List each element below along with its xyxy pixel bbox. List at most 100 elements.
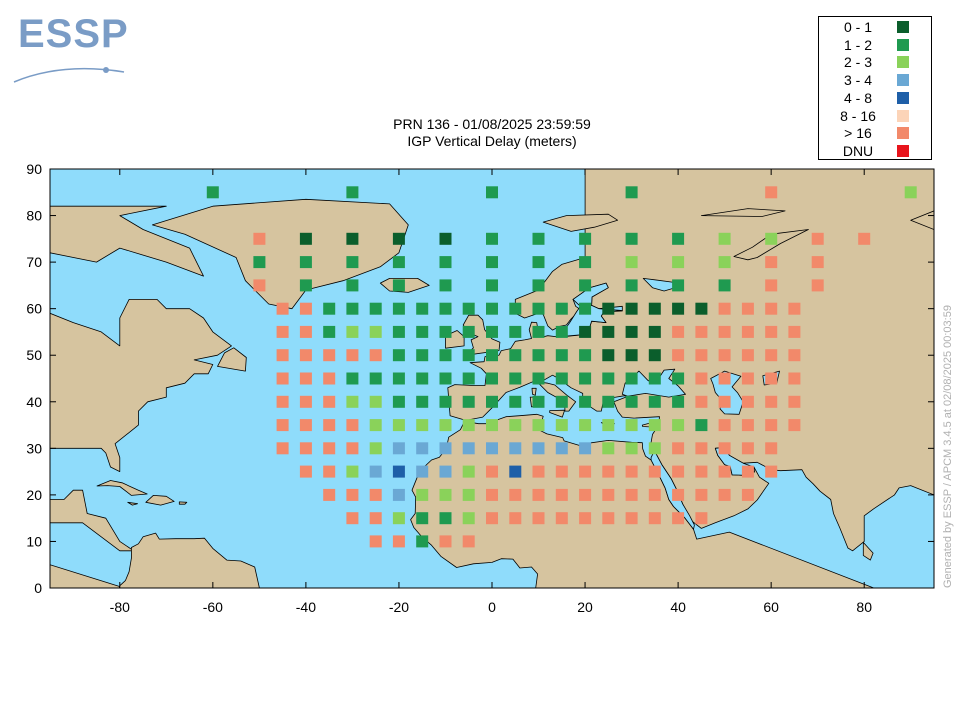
igp-point <box>346 349 359 362</box>
igp-point <box>532 372 545 385</box>
legend-label: 4 - 8 <box>843 89 872 106</box>
igp-point <box>718 325 731 338</box>
igp-point <box>346 512 359 525</box>
igp-point <box>276 349 289 362</box>
x-axis: -80 -60 -40 -20 0 20 40 60 80 <box>110 169 872 615</box>
igp-point <box>276 325 289 338</box>
igp-point <box>579 395 592 408</box>
igp-point <box>346 465 359 478</box>
igp-point <box>462 395 475 408</box>
igp-point <box>741 349 754 362</box>
igp-point <box>276 419 289 432</box>
igp-point <box>346 279 359 292</box>
igp-point <box>648 488 661 501</box>
igp-point <box>648 349 661 362</box>
legend-label: 8 - 16 <box>840 107 876 124</box>
igp-point <box>509 349 522 362</box>
igp-point <box>695 349 708 362</box>
igp-point <box>416 325 429 338</box>
igp-point <box>741 302 754 315</box>
igp-point <box>555 465 568 478</box>
igp-point <box>299 325 312 338</box>
igp-point <box>392 442 405 455</box>
igp-point <box>672 512 685 525</box>
igp-point <box>625 186 638 199</box>
igp-point <box>486 488 498 501</box>
igp-point <box>486 395 498 408</box>
legend-swatch <box>897 127 909 140</box>
igp-point <box>695 512 708 525</box>
igp-point <box>416 349 429 362</box>
igp-point <box>416 302 429 315</box>
igp-point <box>369 465 382 478</box>
legend-item: 3 - 4 <box>819 71 931 89</box>
igp-point <box>625 395 638 408</box>
igp-point <box>299 465 312 478</box>
igp-point <box>579 232 592 245</box>
igp-point <box>509 302 522 315</box>
igp-point <box>509 395 522 408</box>
legend-label: 1 - 2 <box>843 36 872 53</box>
igp-point <box>439 349 452 362</box>
igp-point <box>555 302 568 315</box>
igp-point <box>299 419 312 432</box>
igp-point <box>648 442 661 455</box>
igp-point <box>439 395 452 408</box>
igp-point <box>555 372 568 385</box>
land-sicily <box>549 409 565 418</box>
igp-point <box>648 395 661 408</box>
igp-point <box>532 302 545 315</box>
igp-point <box>299 395 312 408</box>
igp-point <box>462 512 475 525</box>
igp-point <box>532 279 545 292</box>
y-tick-label: 70 <box>26 254 42 270</box>
logo-swoosh-icon <box>13 67 125 83</box>
y-tick-label: 30 <box>26 440 42 456</box>
igp-point <box>392 419 405 432</box>
igp-point <box>718 349 731 362</box>
igp-point <box>532 395 545 408</box>
igp-point <box>765 279 778 292</box>
igp-point <box>323 349 336 362</box>
igp-point <box>602 349 615 362</box>
igp-point <box>462 442 475 455</box>
igp-point <box>555 442 568 455</box>
igp-point <box>718 419 731 432</box>
igp-point <box>602 395 615 408</box>
igp-point <box>765 372 778 385</box>
y-tick-label: 80 <box>26 208 42 224</box>
y-tick-label: 60 <box>26 301 42 317</box>
igp-point <box>416 419 429 432</box>
igp-point <box>648 372 661 385</box>
x-tick-label: 60 <box>763 599 779 615</box>
x-tick-label: 0 <box>488 599 496 615</box>
igp-point <box>369 302 382 315</box>
igp-point <box>369 349 382 362</box>
igp-point <box>602 302 615 315</box>
igp-point <box>532 512 545 525</box>
igp-point <box>509 372 522 385</box>
land-newfoundland <box>217 347 247 372</box>
legend-item: 2 - 3 <box>819 53 931 71</box>
igp-point <box>323 325 336 338</box>
igp-point <box>369 512 382 525</box>
igp-point <box>858 232 871 245</box>
igp-point <box>486 372 498 385</box>
igp-point <box>625 465 638 478</box>
igp-point <box>625 232 638 245</box>
igp-point <box>299 256 312 269</box>
chart-title: PRN 136 - 01/08/2025 23:59:59 <box>393 116 591 132</box>
igp-point <box>579 465 592 478</box>
igp-point <box>579 512 592 525</box>
igp-point <box>323 442 336 455</box>
igp-point <box>392 512 405 525</box>
igp-point <box>555 325 568 338</box>
igp-point <box>532 488 545 501</box>
igp-point <box>439 279 452 292</box>
igp-point <box>602 372 615 385</box>
igp-point <box>299 232 312 245</box>
igp-point <box>486 279 498 292</box>
igp-point <box>486 512 498 525</box>
igp-point <box>555 395 568 408</box>
x-tick-label: 80 <box>856 599 872 615</box>
